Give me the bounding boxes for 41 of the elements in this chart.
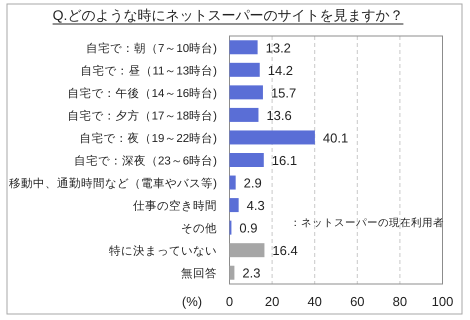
y-tick-label: 自宅で：夜（19～22時台) xyxy=(80,130,218,145)
bar xyxy=(230,198,239,212)
data-label: 14.2 xyxy=(268,62,294,78)
bar xyxy=(230,40,258,54)
x-axis-title: (%) xyxy=(182,294,202,309)
data-label: 40.1 xyxy=(322,130,348,146)
data-label: 13.6 xyxy=(266,108,292,123)
bar xyxy=(230,266,234,280)
data-label: 2.3 xyxy=(242,266,260,281)
data-label: 16.4 xyxy=(272,243,298,258)
data-label: 15.7 xyxy=(270,85,296,100)
bar xyxy=(230,62,260,77)
y-tick-label: 自宅で：午後（14～16時台) xyxy=(68,86,218,100)
data-label: 13.2 xyxy=(266,40,291,56)
bar xyxy=(230,153,264,167)
data-label: 16.1 xyxy=(272,153,298,168)
y-tick-label: 自宅で：深夜（23～6時台) xyxy=(74,154,218,168)
y-tick-label: 仕事の空き時間 xyxy=(132,198,217,213)
x-tick-label: 20 xyxy=(264,294,280,309)
bar xyxy=(230,85,263,100)
x-tick-label: 60 xyxy=(350,294,365,309)
x-tick-label: 100 xyxy=(432,294,454,309)
bar xyxy=(230,108,258,122)
y-tick-label: その他 xyxy=(181,222,217,236)
annotation: ：ネットスーパーの現在利用者 xyxy=(290,216,444,229)
data-label: 4.3 xyxy=(246,198,265,214)
bar xyxy=(230,176,236,190)
y-tick-label: 自宅で：朝（7～10時台) xyxy=(86,40,218,55)
x-tick-label: 0 xyxy=(226,294,234,309)
y-tick-label: 自宅で：昼（11～13時台) xyxy=(80,63,218,78)
y-tick-label: 移動中、通勤時間など（電車やバス等) xyxy=(9,177,218,190)
y-tick-label: 特に決まっていない xyxy=(109,244,217,258)
x-tick-label: 40 xyxy=(307,294,322,309)
y-tick-label: 自宅で：夕方（17～18時台) xyxy=(68,108,218,122)
y-tick-label: 無回答 xyxy=(181,267,217,280)
data-label: 0.9 xyxy=(239,220,258,236)
x-tick-label: 80 xyxy=(392,294,408,309)
chart-title: Q.どのような時にネットスーパーのサイトを見ますか？ xyxy=(52,7,404,23)
bar xyxy=(230,243,264,258)
bar xyxy=(230,130,315,144)
data-label: 2.9 xyxy=(244,176,262,191)
